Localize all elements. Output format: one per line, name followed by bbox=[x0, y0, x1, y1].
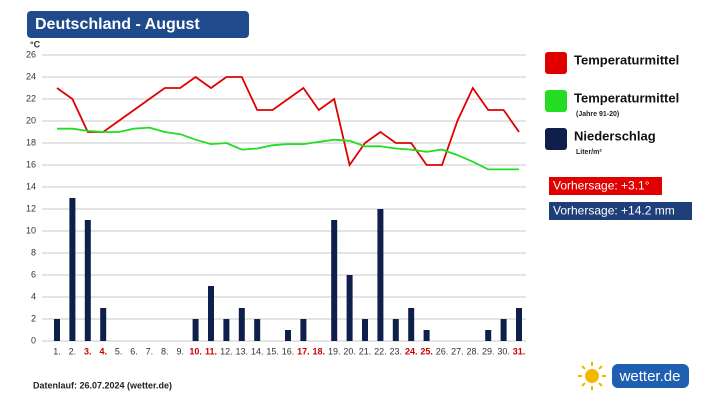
forecast-box bbox=[549, 202, 692, 220]
x-tick-label: 30. bbox=[497, 346, 510, 356]
bar bbox=[238, 308, 245, 341]
legend-label: Niederschlag bbox=[574, 128, 656, 143]
bar bbox=[408, 308, 415, 341]
bar bbox=[500, 319, 507, 341]
bar bbox=[485, 330, 492, 341]
x-tick-label: 28. bbox=[467, 346, 480, 356]
bar bbox=[84, 220, 91, 341]
bar bbox=[331, 220, 338, 341]
bar bbox=[54, 319, 60, 341]
bar bbox=[192, 319, 199, 341]
bar bbox=[223, 319, 230, 341]
bar bbox=[346, 275, 353, 341]
logo-text: wetter.de bbox=[619, 368, 681, 385]
y-tick-label: 0 bbox=[31, 335, 36, 345]
x-tick-label: 6. bbox=[130, 346, 138, 356]
x-tick-label: 9. bbox=[176, 346, 184, 356]
y-tick-label: 2 bbox=[31, 313, 36, 323]
x-tick-label: 18. bbox=[313, 346, 326, 356]
title-box bbox=[27, 11, 249, 38]
x-tick-label: 20. bbox=[343, 346, 356, 356]
x-tick-label: 15. bbox=[266, 346, 279, 356]
legend-swatch bbox=[545, 52, 567, 74]
legend-label: Temperaturmittel bbox=[574, 52, 679, 67]
bar bbox=[208, 286, 214, 341]
x-tick-label: 14. bbox=[251, 346, 264, 356]
y-tick-label: 10 bbox=[26, 225, 36, 235]
bar bbox=[285, 330, 291, 341]
bar bbox=[423, 330, 430, 341]
x-tick-label: 13. bbox=[236, 346, 249, 356]
bar bbox=[254, 319, 261, 341]
source: Datenlauf: 26.07.2024 (wetter.de) bbox=[33, 380, 172, 390]
x-tick-label: 12. bbox=[220, 346, 233, 356]
x-tick-label: 16. bbox=[282, 346, 295, 356]
y-tick-label: 26 bbox=[26, 49, 36, 59]
line bbox=[57, 126, 519, 171]
x-tick-label: 8. bbox=[161, 346, 169, 356]
x-tick-label: 1. bbox=[53, 346, 61, 356]
chart-title: Deutschland - August bbox=[35, 16, 200, 33]
legend-sublabel: Liter/m² bbox=[576, 149, 602, 156]
bar bbox=[362, 319, 368, 341]
y-tick-label: 6 bbox=[31, 269, 36, 279]
line bbox=[56, 75, 520, 168]
x-tick-label: 11. bbox=[205, 346, 217, 356]
x-tick-label: 26. bbox=[436, 346, 449, 356]
bar bbox=[377, 209, 384, 341]
y-tick-label: 8 bbox=[31, 247, 36, 257]
x-tick-label: 23. bbox=[390, 346, 403, 356]
x-tick-label: 7. bbox=[146, 346, 154, 356]
y-tick-label: 18 bbox=[26, 137, 36, 147]
x-tick-label: 31. bbox=[513, 346, 526, 356]
forecast-box bbox=[549, 177, 662, 195]
y-tick-label: 4 bbox=[31, 291, 36, 301]
y-tick-label: 24 bbox=[26, 71, 36, 81]
x-tick-label: 5. bbox=[115, 346, 123, 356]
bar bbox=[300, 319, 307, 341]
legend-swatch bbox=[545, 128, 567, 150]
legend-swatch bbox=[545, 90, 567, 112]
x-tick-label: 24. bbox=[405, 346, 418, 356]
x-tick-label: 2. bbox=[69, 346, 77, 356]
y-tick-label: 20 bbox=[26, 115, 36, 125]
forecast-text: Vorhersage: +14.2 mm bbox=[553, 204, 675, 218]
x-tick-label: 19. bbox=[328, 346, 341, 356]
y-tick-label: 22 bbox=[26, 93, 36, 103]
x-tick-label: 22. bbox=[374, 346, 387, 356]
bar bbox=[392, 319, 399, 341]
bar bbox=[516, 308, 522, 341]
forecast-text: Vorhersage: +3.1° bbox=[553, 179, 650, 193]
y-tick-label: 14 bbox=[26, 181, 36, 191]
bar bbox=[69, 198, 76, 341]
x-tick-label: 29. bbox=[482, 346, 495, 356]
legend-label: Temperaturmittel bbox=[574, 90, 679, 105]
logo: wetter.de bbox=[578, 362, 689, 390]
x-tick-label: 4. bbox=[99, 346, 107, 356]
bar bbox=[100, 308, 107, 341]
x-tick-label: 21. bbox=[359, 346, 372, 356]
y-tick-label: 12 bbox=[26, 203, 36, 213]
x-tick-label: 17. bbox=[297, 346, 310, 356]
x-tick-label: 27. bbox=[451, 346, 464, 356]
x-tick-label: 25. bbox=[420, 346, 433, 356]
x-tick-label: 10. bbox=[189, 346, 202, 356]
legend-sublabel: (Jahre 91-20) bbox=[576, 111, 619, 118]
y-tick-label: 16 bbox=[26, 159, 36, 169]
x-tick-label: 3. bbox=[84, 346, 92, 356]
y-unit: °C bbox=[30, 39, 41, 49]
